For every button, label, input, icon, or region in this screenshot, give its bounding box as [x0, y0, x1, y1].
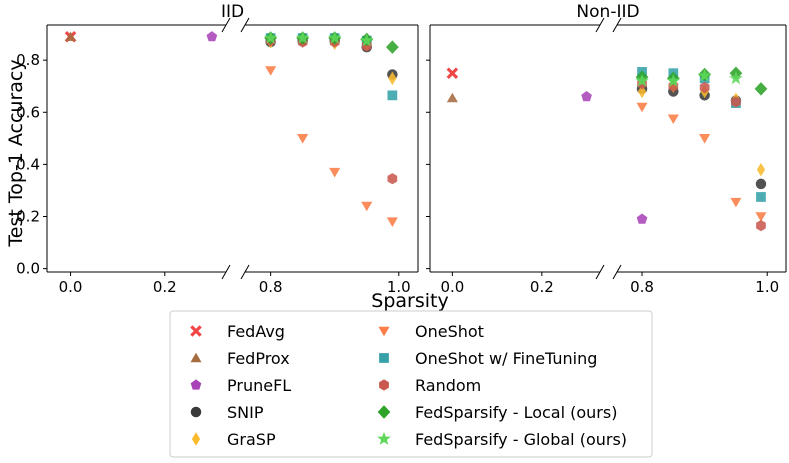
- x-tick-label: 0.8: [630, 278, 654, 296]
- legend-marker-fedsparsify-local: [377, 405, 391, 419]
- panel-non-iid: 0.0 0.2 0.8 1.0 Non-IID: [426, 2, 787, 296]
- point-prunefl: [581, 91, 592, 102]
- legend-marker-prunefl: [190, 379, 202, 390]
- panel-iid: 0.0 0.2 0.4 0.6 0.8 0.0 0.2 0.8 1.0 IID: [16, 2, 419, 296]
- point-prunefl: [636, 213, 648, 224]
- x-tick-label: 1.0: [755, 278, 779, 296]
- legend-marker-oneshot: [378, 326, 390, 337]
- point-oneshot: [699, 134, 711, 144]
- point-fedavg: [446, 67, 459, 79]
- legend-marker-fedprox: [190, 352, 202, 363]
- axis-break-mark: [595, 264, 605, 280]
- legend-label-grasp: GraSP: [227, 430, 276, 449]
- legend-label-fedsparsify-global: FedSparsify - Global (ours): [415, 430, 627, 449]
- point-fedsparsify-global: [295, 30, 310, 44]
- y-tick-label: 0.0: [16, 260, 40, 278]
- point-fedsparsify-global: [697, 68, 712, 82]
- point-grasp: [388, 71, 397, 86]
- panel-title: IID: [221, 2, 244, 22]
- point-grasp: [756, 162, 766, 177]
- legend-label-oneshot: OneShot: [415, 322, 484, 341]
- legend-marker-snip: [190, 406, 202, 418]
- point-oneshot: [265, 66, 277, 76]
- point-snip: [755, 178, 767, 190]
- point-random: [699, 81, 710, 94]
- data-markers: [446, 66, 768, 232]
- point-oneshot: [667, 114, 679, 124]
- x-tick-label: 1.0: [387, 278, 411, 296]
- legend: FedAvg FedProx PruneFL SNIP GraSP OneShot OneS…: [169, 310, 653, 458]
- panel-title: Non-IID: [576, 2, 639, 22]
- legend-label-fedsparsify-local: FedSparsify - Local (ours): [415, 403, 617, 422]
- point-oneshot: [297, 134, 309, 144]
- point-oneshot-ft: [756, 192, 766, 202]
- point-fedsparsify-global: [729, 71, 743, 85]
- x-axis-label: Sparsity: [371, 290, 448, 312]
- point-oneshot: [730, 197, 742, 208]
- axis-break-mark: [595, 17, 605, 33]
- point-fedsparsify-global: [327, 30, 342, 44]
- point-grasp: [637, 84, 647, 99]
- x-tick-label: 0.0: [440, 278, 464, 296]
- point-fedprox: [65, 31, 77, 41]
- legend-marker-random: [379, 379, 389, 391]
- point-oneshot-ft: [387, 90, 398, 101]
- axis-break-mark: [240, 264, 250, 280]
- point-fedsparsify-global: [263, 30, 278, 44]
- point-oneshot: [361, 201, 373, 212]
- point-fedsparsify-global: [666, 73, 681, 87]
- x-tick-label: 0.2: [530, 278, 554, 296]
- point-random: [731, 96, 741, 108]
- point-oneshot: [386, 217, 398, 227]
- y-tick-label: 0.4: [16, 155, 40, 173]
- legend-label-oneshot-ft: OneShot w/ FineTuning: [415, 349, 597, 368]
- point-fedsparsify-local: [754, 82, 768, 96]
- point-fedprox: [446, 92, 458, 103]
- point-fedsparsify-local: [385, 40, 399, 54]
- x-tick-label: 0.2: [153, 278, 177, 296]
- point-fedsparsify-global: [635, 73, 649, 87]
- x-tick-label: 0.8: [259, 278, 283, 296]
- point-fedsparsify-global: [360, 33, 374, 47]
- axis-break-mark: [612, 17, 622, 33]
- x-tick-label: 0.0: [59, 278, 83, 296]
- y-tick-label: 0.6: [16, 103, 40, 121]
- data-markers: [64, 30, 399, 227]
- axis-break-mark: [612, 264, 622, 280]
- axis-break-mark: [240, 17, 250, 33]
- legend-marker-fedsparsify-global: [377, 431, 391, 445]
- legend-label-fedavg: FedAvg: [227, 322, 285, 341]
- point-random: [756, 220, 766, 232]
- point-random: [387, 173, 398, 185]
- y-axis-label: Test Top-1 Accuracy: [5, 59, 27, 247]
- point-oneshot: [329, 167, 341, 178]
- y-tick-label: 0.2: [16, 208, 40, 226]
- legend-marker-fedavg: [190, 325, 202, 337]
- point-prunefl: [206, 31, 218, 42]
- point-oneshot: [755, 212, 767, 222]
- point-oneshot: [636, 102, 648, 113]
- legend-label-fedprox: FedProx: [227, 349, 290, 368]
- axis-break-mark: [221, 264, 231, 280]
- legend-box: [169, 310, 653, 458]
- y-tick-label: 0.8: [16, 51, 40, 69]
- legend-marker-grasp: [191, 432, 201, 446]
- legend-label-snip: SNIP: [227, 403, 264, 422]
- axis-break-mark: [221, 17, 231, 33]
- legend-label-random: Random: [415, 376, 481, 395]
- legend-label-prunefl: PruneFL: [227, 376, 291, 395]
- legend-marker-oneshot-ft: [379, 353, 389, 363]
